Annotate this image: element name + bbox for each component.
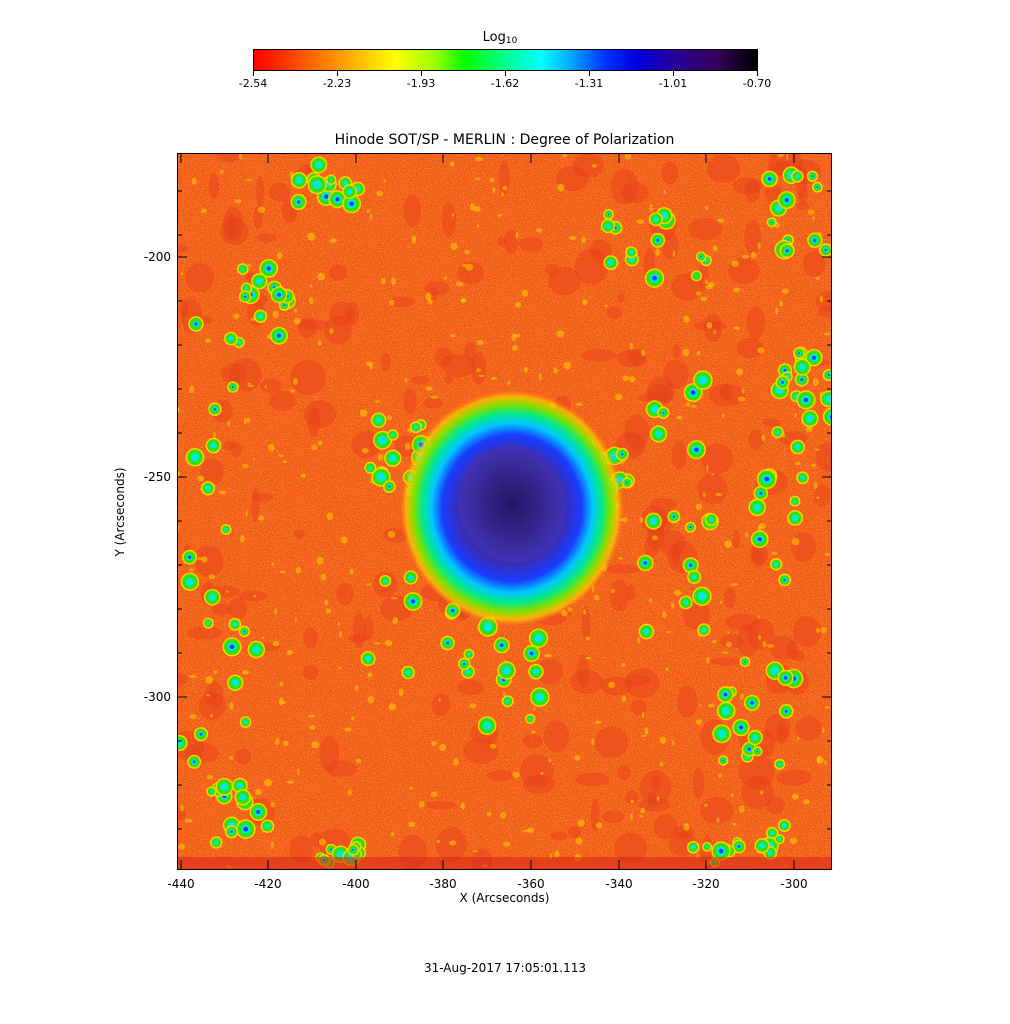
y-tick-label: -200: [143, 250, 171, 264]
colorbar-tick: [673, 71, 674, 76]
timestamp: 31-Aug-2017 17:05:01.113: [423, 961, 587, 975]
x-tick-label: -380: [429, 877, 457, 891]
colorbar-title-subscript: 10: [505, 36, 518, 46]
x-tick-label: -400: [342, 877, 370, 891]
x-tick-label: -440: [167, 877, 195, 891]
colorbar-tick: [757, 71, 758, 76]
polarization-map: [177, 153, 832, 870]
colorbar-tick: [253, 71, 254, 76]
colorbar-tick-label: -2.54: [238, 77, 268, 90]
colorbar-tick: [589, 71, 590, 76]
x-tick-label: -340: [605, 877, 633, 891]
x-axis-title: X (Arcseconds): [459, 891, 550, 905]
colorbar-tick: [337, 71, 338, 76]
y-tick-label: -250: [143, 470, 171, 484]
x-tick-label: -300: [780, 877, 808, 891]
colorbar-tick-label: -2.23: [322, 77, 352, 90]
y-axis-title: Y (Arcseconds): [113, 467, 127, 557]
colorbar-tick-label: -0.70: [742, 77, 772, 90]
colorbar-tick: [421, 71, 422, 76]
colorbar-tick-label: -1.31: [574, 77, 604, 90]
colorbar-tick: [505, 71, 506, 76]
colorbar-tick-label: -1.62: [490, 77, 520, 90]
colorbar-ticks: [253, 71, 758, 77]
plot-title: Hinode SOT/SP - MERLIN : Degree of Polar…: [334, 132, 675, 148]
colorbar-labels: -2.54 -2.23 -1.93 -1.62 -1.31 -1.01 -0.7…: [225, 77, 785, 91]
colorbar-tick-label: -1.01: [658, 77, 688, 90]
colorbar: [253, 49, 758, 71]
axis-ticks: [177, 153, 832, 870]
x-tick-label: -360: [517, 877, 545, 891]
colorbar-tick-label: -1.93: [406, 77, 436, 90]
umbra: [458, 445, 566, 563]
x-tick-label: -320: [692, 877, 720, 891]
x-tick-label: -420: [254, 877, 282, 891]
colorbar-title: Log10: [482, 30, 518, 46]
y-tick-label: -300: [143, 690, 171, 704]
